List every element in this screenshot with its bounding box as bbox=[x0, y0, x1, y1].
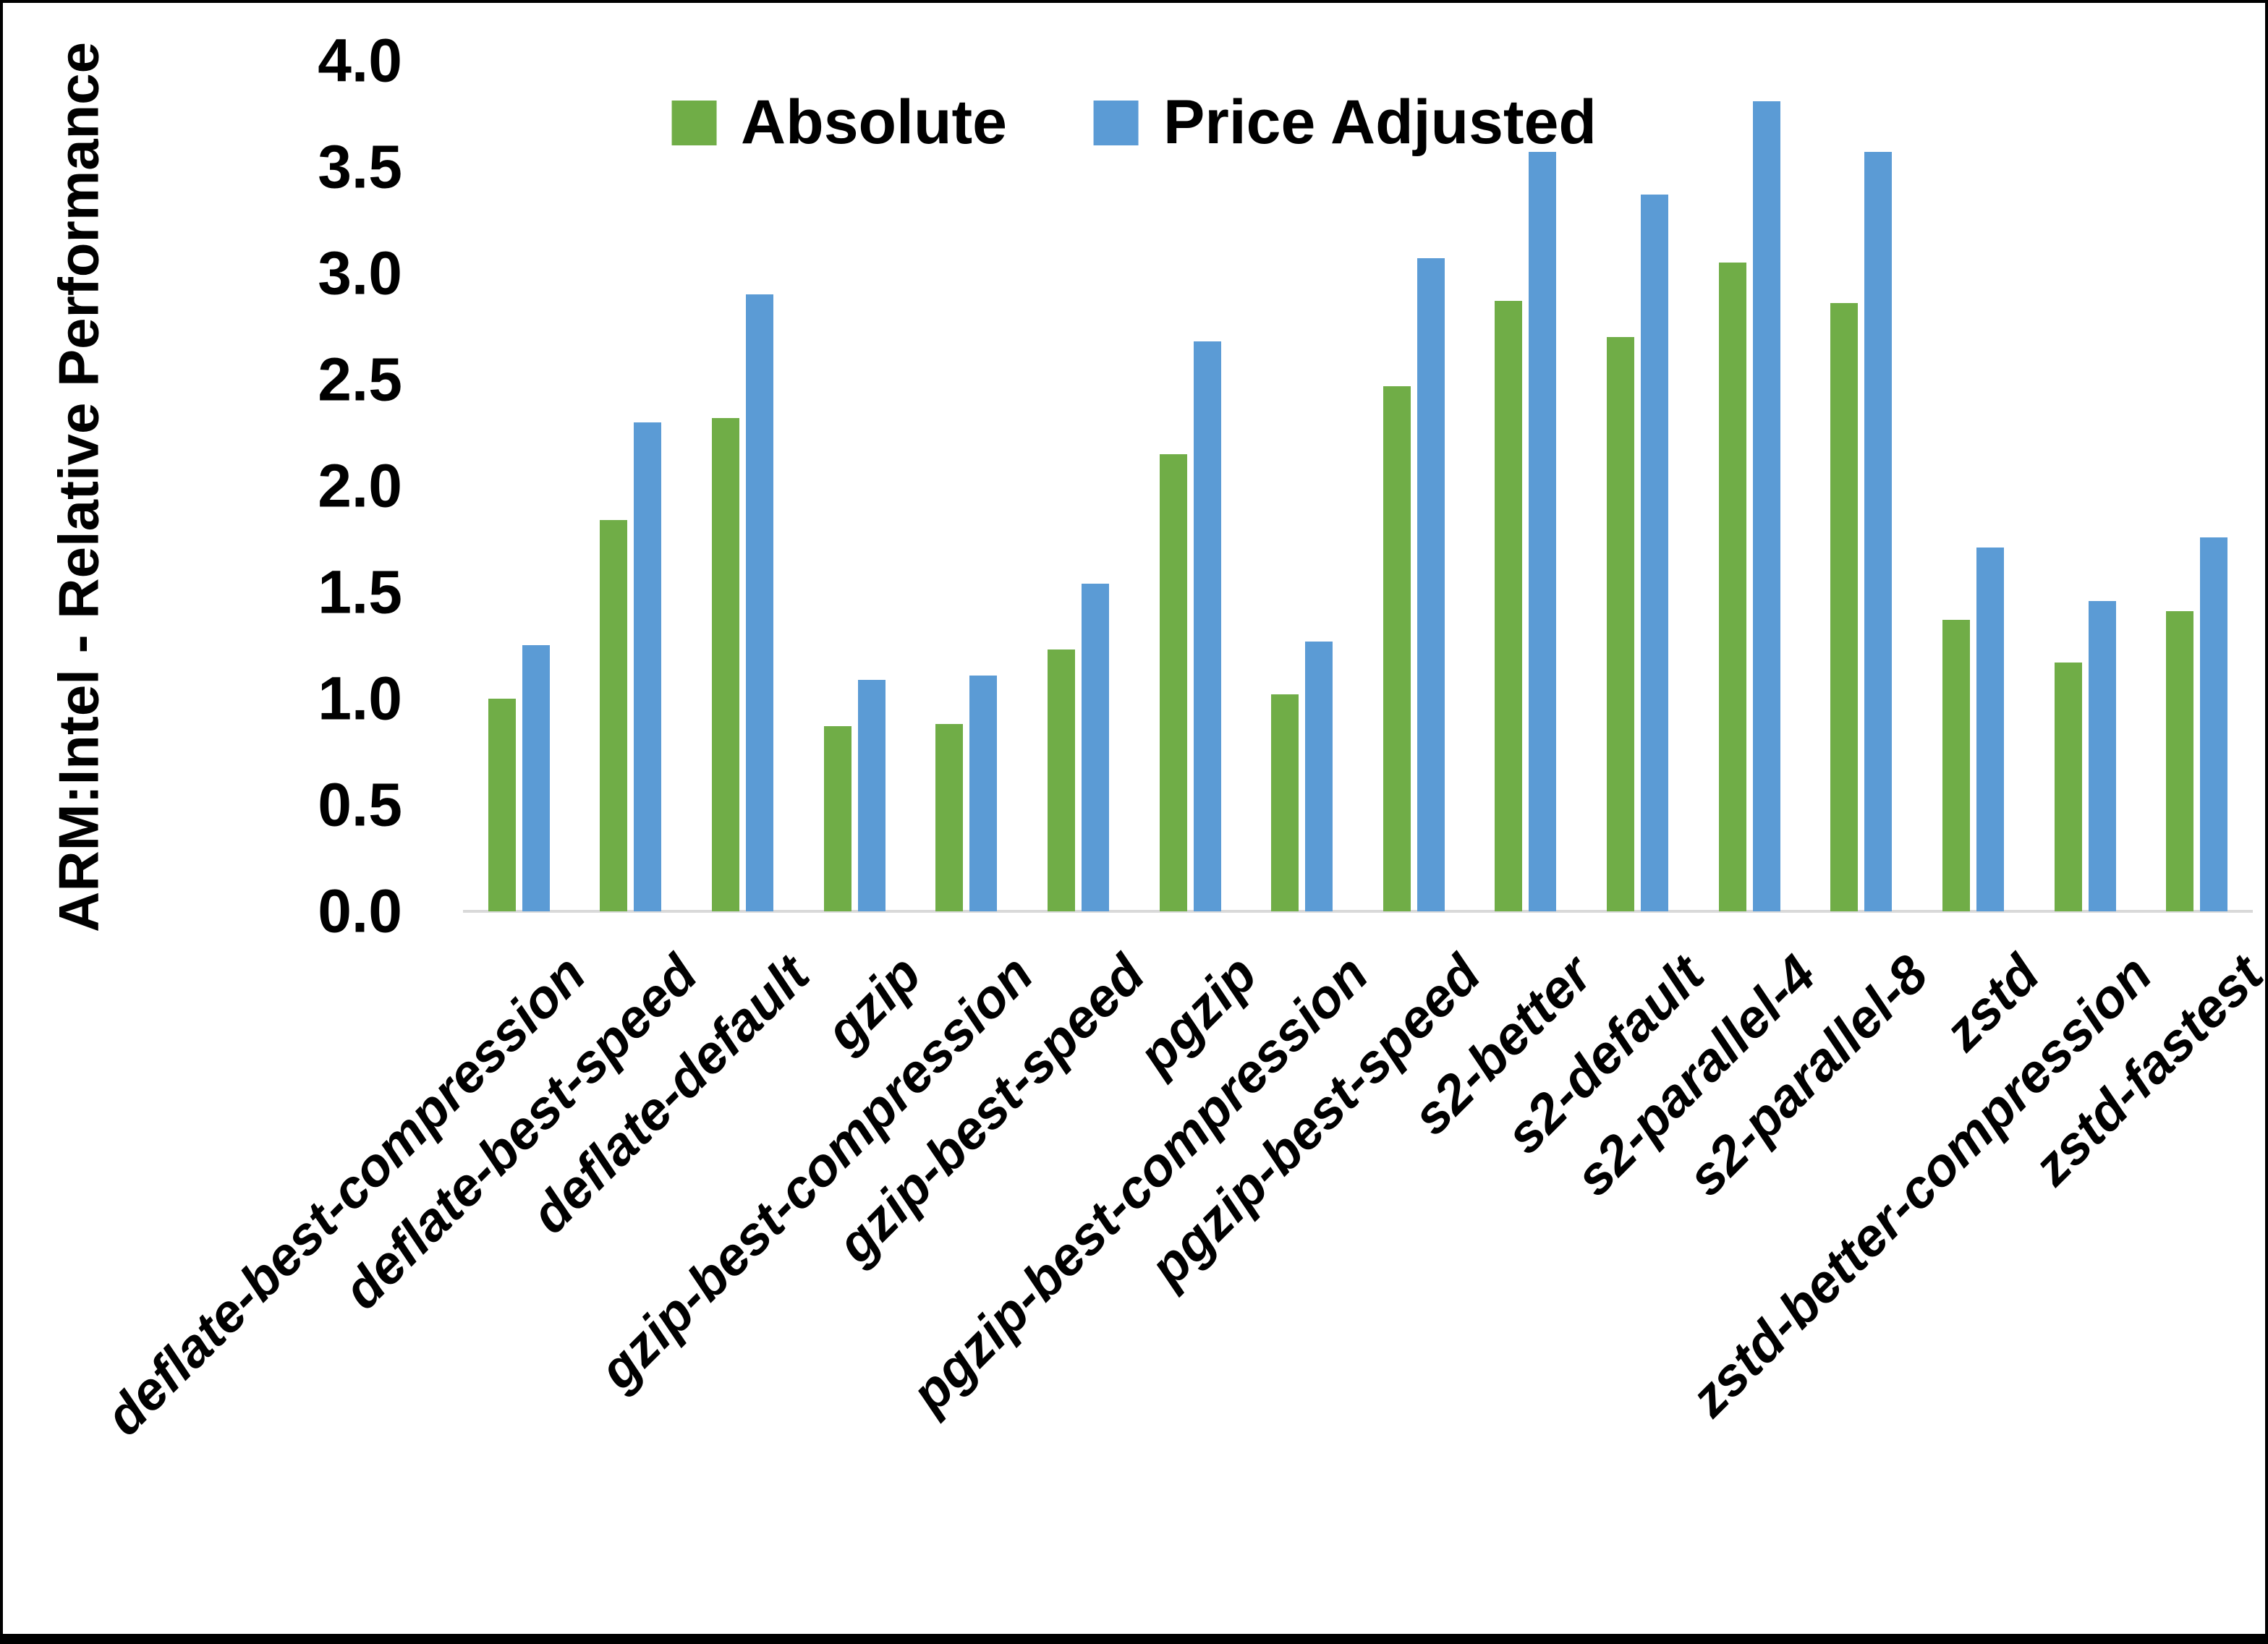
y-tick-label: 2.5 bbox=[318, 345, 402, 414]
bar-group bbox=[463, 61, 575, 911]
bar-price-adjusted bbox=[857, 680, 885, 911]
plot-area: deflate-best-compression deflate-best-spe… bbox=[3, 3, 2265, 1634]
bar-absolute bbox=[1047, 649, 1075, 911]
bar-absolute bbox=[1718, 263, 1746, 911]
bar-group bbox=[687, 61, 799, 911]
bar-group bbox=[1022, 61, 1134, 911]
bar-price-adjusted bbox=[1081, 584, 1109, 911]
legend-label-absolute: Absolute bbox=[741, 88, 1007, 157]
y-axis-tick-labels: 0.0 0.5 1.0 1.5 2.0 2.5 3.0 3.5 4.0 bbox=[3, 3, 402, 972]
bar-absolute bbox=[1607, 337, 1635, 911]
legend-item-price-adjusted: Price Adjusted bbox=[1093, 87, 1597, 158]
legend: Absolute Price Adjusted bbox=[671, 87, 1597, 158]
bar-absolute bbox=[1942, 620, 1970, 911]
bar-price-adjusted bbox=[1529, 152, 1557, 911]
bar-absolute bbox=[1271, 694, 1299, 911]
bar-group bbox=[1246, 61, 1358, 911]
bar-group bbox=[1358, 61, 1470, 911]
bar-group bbox=[2141, 61, 2253, 911]
bar-absolute bbox=[1383, 386, 1411, 911]
bar-price-adjusted bbox=[634, 422, 662, 911]
x-axis-line bbox=[463, 910, 2253, 913]
bar-price-adjusted bbox=[1864, 152, 1893, 911]
y-tick-label: 0.0 bbox=[318, 877, 402, 945]
bar-price-adjusted bbox=[969, 676, 998, 911]
y-tick-label: 3.0 bbox=[318, 239, 402, 307]
bar-price-adjusted bbox=[522, 645, 550, 911]
bar-group bbox=[1917, 61, 2029, 911]
y-tick-label: 4.0 bbox=[318, 26, 402, 95]
bar-absolute bbox=[1159, 454, 1187, 911]
y-tick-label: 1.5 bbox=[318, 558, 402, 626]
bar-group bbox=[2029, 61, 2141, 911]
bar-absolute bbox=[488, 699, 516, 911]
bar-absolute bbox=[935, 724, 964, 911]
bar-price-adjusted bbox=[1417, 258, 1445, 911]
bar-price-adjusted bbox=[2088, 601, 2116, 911]
bar-price-adjusted bbox=[2200, 537, 2228, 911]
bar-price-adjusted bbox=[1305, 642, 1333, 911]
bar-absolute bbox=[2054, 663, 2082, 911]
bar-absolute bbox=[823, 726, 851, 911]
x-axis-label: deflate-best-compression bbox=[93, 943, 597, 1447]
bar-absolute bbox=[600, 520, 628, 911]
legend-item-absolute: Absolute bbox=[671, 87, 1007, 158]
bar-absolute bbox=[1830, 303, 1859, 911]
bar-price-adjusted bbox=[1193, 341, 1221, 911]
bar-price-adjusted bbox=[1976, 548, 2004, 911]
y-tick-label: 0.5 bbox=[318, 770, 402, 839]
legend-label-price-adjusted: Price Adjusted bbox=[1163, 88, 1597, 157]
bar-group bbox=[911, 61, 1023, 911]
bar-price-adjusted bbox=[1752, 101, 1780, 911]
bar-group bbox=[1694, 61, 1806, 911]
bar-absolute bbox=[712, 418, 740, 911]
bar-group bbox=[1470, 61, 1582, 911]
bar-group bbox=[1806, 61, 1918, 911]
bar-price-adjusted bbox=[746, 294, 774, 911]
legend-swatch-absolute bbox=[671, 100, 717, 145]
y-tick-label: 3.5 bbox=[318, 132, 402, 201]
legend-swatch-price-adjusted bbox=[1093, 100, 1139, 145]
y-tick-label: 1.0 bbox=[318, 664, 402, 733]
y-tick-label: 2.0 bbox=[318, 451, 402, 520]
bar-absolute bbox=[1495, 301, 1523, 911]
bar-group bbox=[1581, 61, 1694, 911]
bar-group bbox=[1134, 61, 1246, 911]
bar-absolute bbox=[2166, 611, 2194, 911]
bar-group bbox=[799, 61, 911, 911]
bar-group bbox=[575, 61, 687, 911]
bar-price-adjusted bbox=[1641, 195, 1669, 911]
